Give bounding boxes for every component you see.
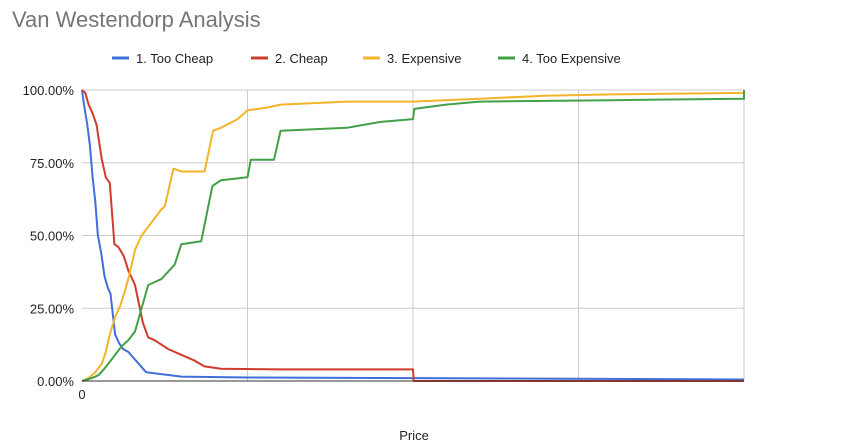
legend-item-3[interactable]: 3. Expensive [363,51,461,66]
y-tick-label: 50.00% [30,229,75,244]
series-line-2 [81,89,744,382]
legend-label: 1. Too Cheap [136,51,213,66]
legend: 1. Too Cheap 2. Cheap 3. Expensive 4. Too E… [112,51,621,66]
y-tick-label: 0.00% [37,374,74,389]
legend-label: 4. Too Expensive [522,51,621,66]
chart-title: Van Westendorp Analysis [12,7,261,32]
series-line-1 [81,89,745,381]
legend-item-4[interactable]: 4. Too Expensive [498,51,621,66]
y-tick-label: 100.00% [23,83,75,98]
legend-label: 3. Expensive [387,51,461,66]
x-tick-label: 0 [78,387,85,402]
x-axis-label: Price [399,428,429,443]
axes: 0.00% 25.00% 50.00% 75.00% 100.00% 0 [23,83,744,402]
legend-label: 2. Cheap [275,51,328,66]
legend-item-2[interactable]: 2. Cheap [251,51,328,66]
legend-item-1[interactable]: 1. Too Cheap [112,51,213,66]
series-line-4 [81,90,745,382]
y-tick-label: 75.00% [30,156,75,171]
series-layer [81,89,745,382]
grid [82,89,745,381]
y-tick-label: 25.00% [30,301,75,316]
series-line-3 [81,91,745,382]
